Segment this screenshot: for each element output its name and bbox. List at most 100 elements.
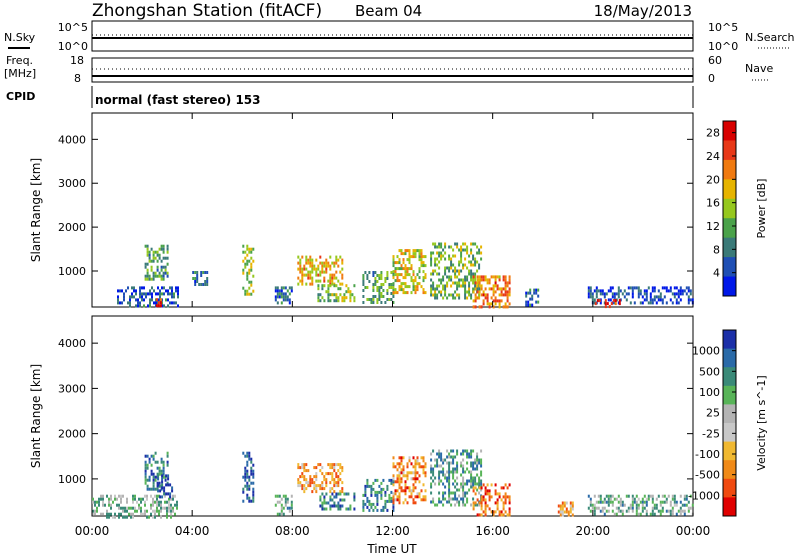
colorbar-tick-label: 12 [706,220,720,233]
echo-cell [402,291,405,295]
echo-cell [156,250,159,254]
echo-cell [478,486,481,490]
echo-cell [246,463,249,467]
echo-cell [372,301,375,304]
echo-cell [472,479,475,483]
echo-cell [436,251,439,255]
echo-cell [472,242,475,246]
echo-cell [305,255,308,259]
echo-cell [309,276,312,280]
echo-cell [396,498,399,502]
echo-cell [341,273,344,277]
echo-cell [392,286,395,289]
echo-cell [462,491,465,495]
echo-cell [436,287,439,291]
echo-cell [325,492,328,496]
echo-cell [170,512,172,516]
echo-cell [486,302,489,306]
echo-cell [480,257,483,261]
echo-cell [339,255,342,259]
echo-cell [478,290,481,294]
echo-cell [154,274,157,278]
echo-cell [604,299,607,303]
echo-cell [248,247,251,251]
echo-cell [502,501,505,505]
echo-cell [315,487,318,491]
echo-cell [414,255,417,259]
echo-cell [242,271,245,275]
echo-cell [144,472,147,476]
echo-cell [687,500,690,504]
echo-cell [508,483,511,487]
echo-cell [169,286,171,290]
echo-cell [321,472,324,476]
echo-cell [242,286,245,290]
echo-cell [462,464,465,468]
echo-cell [282,292,285,296]
echo-cell [327,261,330,265]
echo-cell [280,301,283,305]
echo-cell [464,470,467,474]
echo-cell [150,506,152,510]
echo-cell [246,460,249,464]
echo-cell [317,287,320,291]
echo-cell [341,276,344,280]
echo-cell [125,289,127,293]
echo-cell [311,279,314,283]
echo-cell [154,460,157,464]
echo-cell [362,289,365,292]
echo-cell [154,515,156,519]
echo-cell [462,248,465,252]
echo-cell [472,254,475,258]
echo-cell [102,512,104,516]
colorbar-segment [723,441,736,461]
echo-cell [406,486,409,490]
echo-cell [436,257,439,261]
echo-cell [157,474,160,478]
echo-cell [388,496,391,500]
echo-cell [168,509,170,513]
echo-cell [323,475,326,479]
echo-cell [402,501,405,505]
echo-cell [331,282,334,286]
echo-cell [442,497,445,501]
echo-cell [148,253,151,257]
echo-cell [353,495,356,499]
echo-cell [327,279,330,283]
echo-cell [434,260,437,264]
echo-cell [176,500,178,504]
echo-cell [317,273,320,277]
echo-cell [614,302,617,306]
echo-cell [150,512,152,516]
echo-cell [412,279,415,283]
echo-cell [615,512,618,516]
echo-cell [120,494,122,498]
echo-cell [474,293,477,297]
echo-cell [162,475,165,479]
echo-cell [488,305,491,309]
echo-cell [464,449,467,453]
echo-cell [454,272,457,276]
echo-cell [593,289,596,293]
echo-cell [629,301,632,305]
echo-cell [196,277,199,280]
echo-cell [651,298,654,302]
echo-cell [633,286,636,290]
echo-cell [172,494,174,498]
echo-cell [353,296,356,300]
echo-cell [484,504,487,508]
echo-cell [398,480,401,484]
echo-cell [488,498,491,502]
echo-cell [398,483,401,487]
echo-cell [315,484,318,488]
echo-cell [171,289,173,293]
echo-cell [305,267,308,271]
echo-cell [148,256,151,260]
echo-cell [410,462,413,466]
echo-cell [531,303,534,307]
echo-cell [440,470,443,474]
echo-cell [444,497,447,501]
echo-cell [474,486,477,490]
echo-cell [166,454,169,458]
echo-cell [561,513,564,517]
